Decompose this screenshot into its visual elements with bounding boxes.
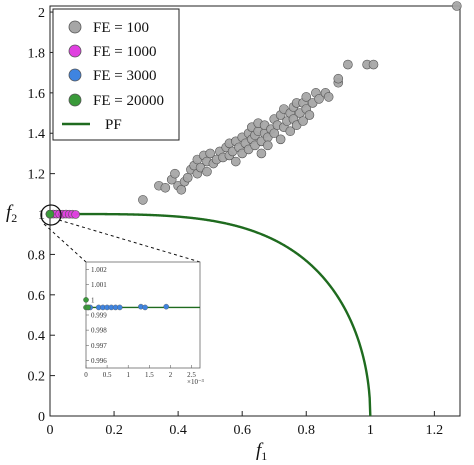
point-fe100 — [176, 184, 187, 195]
point-fe100 — [256, 148, 267, 159]
inset-y-tick-label: 0.998 — [91, 327, 107, 335]
pf-curve — [50, 212, 372, 417]
point-fe20000 — [45, 209, 55, 219]
inset-x-tick-label: 2 — [169, 371, 173, 379]
y-tick-label: 0 — [38, 410, 45, 425]
inset-x-tick-label: 1 — [126, 371, 130, 379]
inset-point-fe20000 — [83, 297, 89, 303]
inset-x-tick-label: 0.5 — [103, 371, 112, 379]
point-fe100 — [285, 126, 296, 137]
legend: FE = 100 FE = 1000 FE = 3000 FE = 20000 … — [52, 8, 180, 141]
point-fe100 — [205, 148, 215, 159]
legend-marker-fe3000 — [68, 68, 82, 82]
point-fe100 — [275, 134, 286, 145]
inset-x-tick-label: 1.5 — [145, 371, 154, 379]
point-fe100 — [333, 73, 344, 84]
point-fe100 — [263, 140, 273, 151]
point-fe1000 — [71, 210, 80, 219]
inset-point-fe3000 — [116, 304, 123, 311]
legend-label-fe1000: FE = 1000 — [93, 44, 156, 60]
x-axis-label: f1 — [256, 440, 267, 463]
inset-x-tick-label: 0 — [84, 371, 88, 379]
y-tick-label: 1.2 — [28, 168, 46, 183]
point-fe100 — [301, 92, 312, 102]
legend-label-fe100: FE = 100 — [93, 20, 149, 36]
legend-label-fe3000: FE = 3000 — [93, 68, 156, 84]
inset-y-tick-label: 1 — [91, 296, 95, 304]
y-tick-label: 0.8 — [28, 248, 46, 263]
y-tick-label: 0.4 — [28, 329, 46, 344]
zoom-circle — [40, 204, 62, 226]
point-fe100 — [170, 168, 180, 179]
point-fe100 — [160, 182, 171, 193]
x-tick-label: 0.2 — [105, 423, 123, 438]
point-fe100 — [314, 94, 324, 104]
x-tick-label: 1 — [367, 423, 374, 438]
scatter-points — [45, 1, 462, 219]
legend-label-fe20000: FE = 20000 — [93, 93, 164, 109]
inset-point-fe3000 — [142, 304, 148, 311]
zoom-connector-right — [58, 219, 201, 263]
x-axis-ticks: 0 0.2 0.4 0.6 0.8 1 1.2 — [47, 411, 444, 438]
x-tick-label: 0.8 — [298, 423, 316, 438]
point-fe100 — [298, 116, 308, 126]
point-fe100 — [138, 195, 148, 205]
point-fe100 — [451, 1, 462, 11]
y-tick-label: 0.6 — [28, 289, 46, 304]
y-tick-label: 1.4 — [28, 127, 46, 142]
inset-y-tick-label: 1.001 — [91, 281, 107, 289]
y-tick-label: 1.6 — [28, 87, 46, 102]
inset-y-tick-label: 0.996 — [91, 357, 107, 365]
point-fe100 — [323, 92, 334, 102]
legend-label-pf: PF — [105, 117, 122, 133]
x-tick-label: 0 — [47, 423, 54, 438]
inset-x-multiplier: ×10⁻³ — [187, 378, 204, 386]
x-tick-label: 0.6 — [233, 423, 251, 438]
inset-y-tick-label: 0.999 — [91, 312, 107, 320]
y-tick-label: 0.2 — [28, 370, 46, 385]
inset-x-ticks: 0 0.5 1 1.5 2 2.5 — [84, 365, 196, 379]
inset-x-tick-label: 2.5 — [187, 371, 196, 379]
legend-marker-fe100 — [68, 20, 82, 34]
inset-y-tick-label: 1.002 — [91, 266, 107, 274]
point-fe100 — [368, 59, 379, 70]
point-fe100 — [269, 128, 280, 139]
point-fe100 — [182, 172, 193, 183]
y-tick-label: 2 — [38, 6, 45, 21]
inset-point-fe20000 — [85, 304, 91, 311]
y-tick-label: 1.8 — [28, 46, 46, 61]
x-tick-label: 0.4 — [169, 423, 187, 438]
inset-zoom-plot: 0 0.5 1 1.5 2 2.5 0.996 0.997 0.998 0.999 1 1.001 1… — [83, 261, 204, 386]
inset-y-tick-label: 0.997 — [91, 342, 107, 350]
point-fe100 — [343, 59, 353, 70]
inset-point-fe3000 — [163, 303, 170, 310]
x-tick-label: 1.2 — [426, 423, 444, 438]
y-axis-label: f2 — [6, 202, 17, 225]
inset-points — [83, 297, 170, 311]
point-fe100 — [230, 156, 241, 167]
point-fe100 — [304, 110, 315, 120]
point-fe100 — [202, 166, 212, 177]
legend-marker-fe20000 — [68, 93, 82, 107]
legend-marker-fe1000 — [68, 44, 82, 58]
